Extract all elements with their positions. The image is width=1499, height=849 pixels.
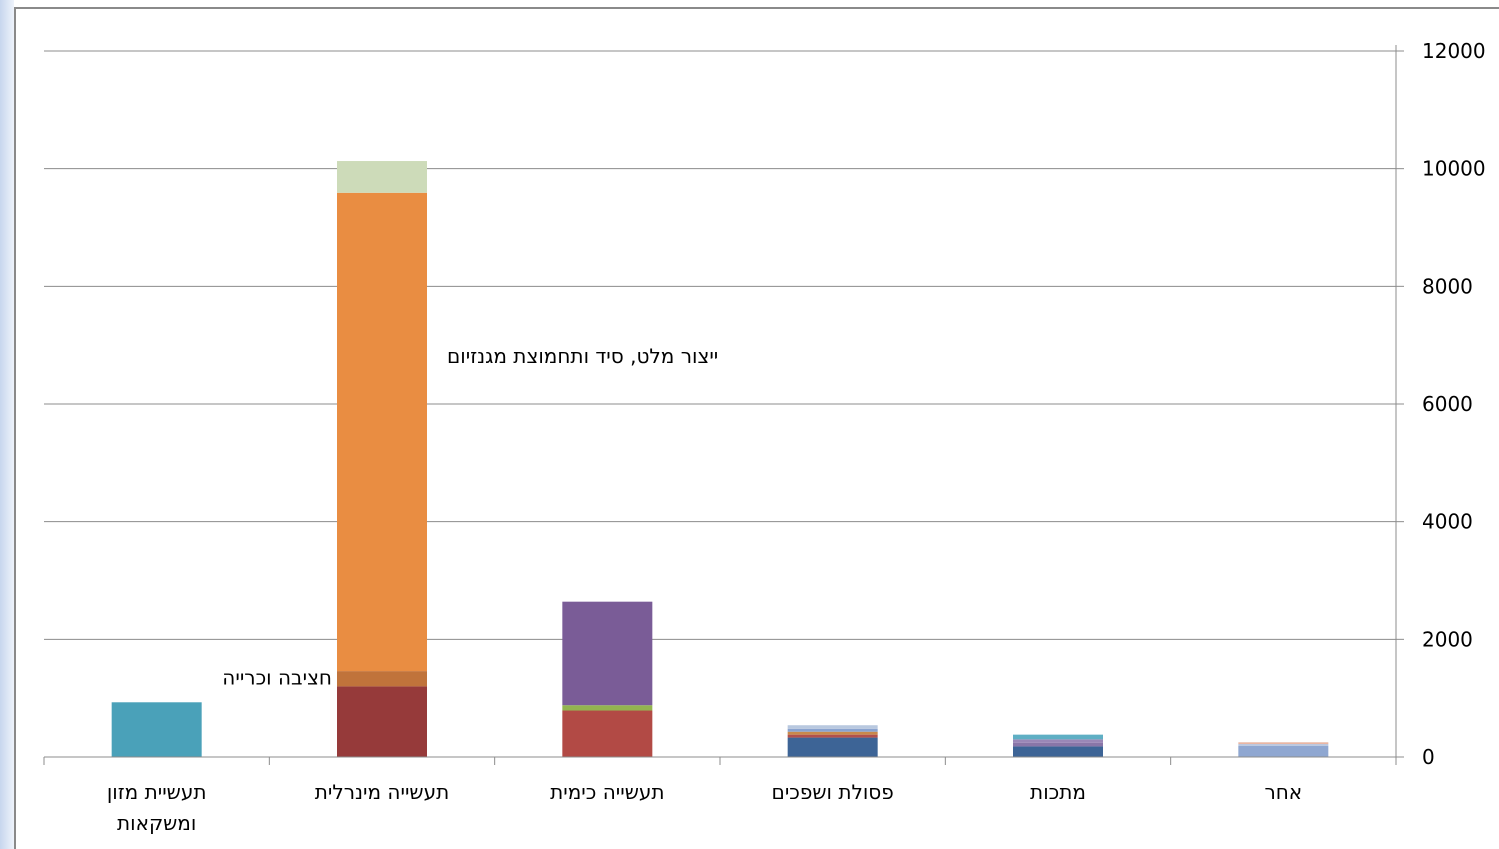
annotation-label: ייצור מלט, סיד ותחמוצת מגנזיום (447, 344, 718, 368)
bar-segment (1238, 745, 1329, 757)
window-edge-gradient (0, 0, 14, 849)
x-category-label: מתכות (1030, 780, 1086, 804)
bar-segment (1013, 746, 1103, 757)
x-category-label: תעשייה כימית (550, 780, 664, 804)
annotations: ייצור מלט, סיד ותחמוצת מגנזיום חציבה וכרי… (222, 344, 718, 690)
bar-segment (787, 725, 878, 729)
y-tick-label: 12000 (1422, 39, 1486, 63)
y-axis-tick-labels: 0 2000 4000 6000 8000 10000 12000 (1422, 39, 1486, 769)
bar-segment (1238, 744, 1329, 746)
bar-segment (1013, 742, 1103, 747)
x-category-label: תעשייה מינרלית (315, 780, 450, 804)
bar-segment (337, 686, 427, 757)
y-tick-label: 10000 (1422, 157, 1486, 181)
bar-segment (1238, 742, 1329, 745)
x-category-label: פסולת ושפכים (772, 780, 894, 804)
y-tick-label: 6000 (1422, 392, 1473, 416)
bar-segment (337, 192, 427, 672)
bar-segment (1013, 734, 1103, 740)
x-category-label: אחר (1264, 780, 1302, 804)
bar-segment (787, 737, 878, 757)
bar-segment (337, 671, 427, 687)
y-tick-label: 4000 (1422, 510, 1473, 534)
x-category-label: תעשיית מזון (107, 780, 207, 804)
bar-segment (787, 734, 878, 738)
bar-segment (787, 731, 878, 735)
axes (43, 45, 1404, 765)
chart-frame (14, 7, 1499, 849)
bar-segment (111, 702, 202, 757)
bar-segment (1013, 739, 1103, 743)
bar-stacks (111, 161, 1329, 757)
bar-segment (562, 705, 653, 711)
bar-segment (562, 710, 653, 757)
x-axis-category-labels: תעשיית מזון ומשקאות תעשייה מינרלית תעשייה כ… (107, 780, 1302, 835)
bar-segment (337, 161, 427, 193)
gridlines (44, 50, 1396, 640)
annotation-label: חציבה וכרייה (222, 666, 332, 690)
x-category-label: ומשקאות (117, 811, 196, 835)
y-tick-label: 2000 (1422, 627, 1473, 651)
bar-segment (562, 601, 653, 706)
bar-segment (787, 728, 878, 732)
y-tick-label: 0 (1422, 745, 1435, 769)
y-tick-label: 8000 (1422, 274, 1473, 298)
